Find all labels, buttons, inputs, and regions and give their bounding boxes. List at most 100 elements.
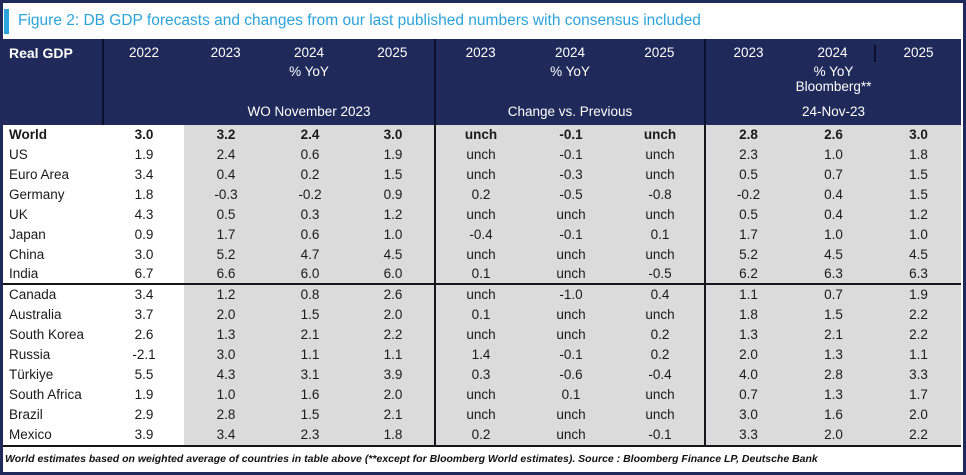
value-cell: 1.9 <box>876 285 961 305</box>
table-body: World 3.0 3.2 2.4 3.0 unch -0.1 unch 2.8 2.6 3.0 US… <box>3 125 961 447</box>
value-cell: unch <box>526 305 616 325</box>
unit-label: % YoY <box>813 64 854 79</box>
value-cell: 3.0 <box>876 125 961 145</box>
table-row: Brazil 2.9 2.8 1.5 2.1 unch unch unch 3.0 1.6 2.0 <box>3 405 961 425</box>
value-cell: unch <box>436 285 526 305</box>
value-cell: 3.3 <box>876 365 961 385</box>
value-cell: 1.1 <box>352 345 436 365</box>
value-cell: 6.2 <box>706 265 791 283</box>
year-header: 2023 <box>733 45 764 60</box>
value-cell: 3.2 <box>184 125 268 145</box>
value-cell: 3.9 <box>352 365 436 385</box>
value-cell: 5.2 <box>706 245 791 265</box>
header-group-wo: 2023 2024 2025 % YoY WO November 2023 <box>184 39 436 125</box>
value-cell: -0.5 <box>526 185 616 205</box>
value-cell: 1.7 <box>184 225 268 245</box>
value-cell: -0.1 <box>526 225 616 245</box>
value-cell: -0.8 <box>616 185 706 205</box>
country-cell: Türkiye <box>9 367 54 382</box>
table-row: US 1.9 2.4 0.6 1.9 unch -0.1 unch 2.3 1.0 1.8 <box>3 145 961 165</box>
value-cell: 0.6 <box>268 225 352 245</box>
value-cell: -0.3 <box>526 165 616 185</box>
table-header: Real GDP 2022 2023 2024 2025 % YoY WO No… <box>3 39 961 125</box>
table-row: Canada 3.4 1.2 0.8 2.6 unch -1.0 0.4 1.1 0.7 1.9 <box>3 285 961 305</box>
value-cell: 1.5 <box>352 165 436 185</box>
value-cell: 1.5 <box>876 165 961 185</box>
value-cell: 4.5 <box>876 245 961 265</box>
value-cell: 1.1 <box>706 285 791 305</box>
value-cell: 0.1 <box>436 265 526 283</box>
value-cell: 2.4 <box>268 125 352 145</box>
country-cell: Germany <box>9 187 65 202</box>
value-cell: 0.1 <box>526 385 616 405</box>
title-accent-bar <box>4 8 9 34</box>
table-row: Japan 0.9 1.7 0.6 1.0 -0.4 -0.1 0.1 1.7 1.0 1.0 <box>3 225 961 245</box>
table-row: India 6.7 6.6 6.0 6.0 0.1 unch -0.5 6.2 6.3 6.3 <box>3 265 961 285</box>
value-cell: unch <box>436 405 526 425</box>
value-cell: 1.9 <box>134 147 154 162</box>
value-cell: unch <box>436 325 526 345</box>
table-row: UK 4.3 0.5 0.3 1.2 unch unch unch 0.5 0.4 1.2 <box>3 205 961 225</box>
value-cell: 1.2 <box>352 205 436 225</box>
year-headers: 2023 2024 2025 <box>436 39 704 62</box>
value-cell: 1.0 <box>791 145 876 165</box>
year-header: 2024 <box>554 45 586 60</box>
value-cell: 3.4 <box>184 425 268 445</box>
group-label: Change vs. Previous <box>507 104 633 119</box>
value-cell: unch <box>526 425 616 445</box>
country-cell: Australia <box>9 307 62 322</box>
value-cell: -0.1 <box>526 145 616 165</box>
value-cell: unch <box>436 145 526 165</box>
value-cell: 3.0 <box>184 345 268 365</box>
value-cell: unch <box>616 385 706 405</box>
value-cell: 1.6 <box>791 405 876 425</box>
value-cell: 2.1 <box>268 325 352 345</box>
value-cell: 1.0 <box>352 225 436 245</box>
value-cell: 0.9 <box>352 185 436 205</box>
value-cell: 1.3 <box>184 325 268 345</box>
value-cell: 5.5 <box>134 367 154 382</box>
table-row: Mexico 3.9 3.4 2.3 1.8 0.2 unch -0.1 3.3 2.0 2.2 <box>3 425 961 445</box>
table-row: China 3.0 5.2 4.7 4.5 unch unch unch 5.2 4.5 4.5 <box>3 245 961 265</box>
value-cell: 3.4 <box>134 167 154 182</box>
value-cell: 1.5 <box>268 405 352 425</box>
value-cell: 0.5 <box>706 205 791 225</box>
value-cell: 1.2 <box>876 205 961 225</box>
year-header: 2025 <box>903 45 934 60</box>
value-cell: 6.6 <box>184 265 268 283</box>
header-group-change: 2023 2024 2025 % YoY Change vs. Previous <box>436 39 706 125</box>
value-cell: 2.8 <box>706 125 791 145</box>
value-cell: 0.3 <box>436 365 526 385</box>
table-row: Türkiye 5.5 4.3 3.1 3.9 0.3 -0.6 -0.4 4.0 2.8 3.3 <box>3 365 961 385</box>
value-cell: 1.9 <box>352 145 436 165</box>
sub-label: Bloomberg** <box>795 79 872 94</box>
country-cell: Japan <box>9 227 46 242</box>
country-cell: Mexico <box>9 427 52 442</box>
value-cell: 1.2 <box>184 285 268 305</box>
value-cell: 1.5 <box>268 305 352 325</box>
value-cell: 0.1 <box>616 225 706 245</box>
unit-label: % YoY <box>550 64 590 79</box>
value-cell: 1.3 <box>791 345 876 365</box>
value-cell: 3.0 <box>134 247 154 262</box>
value-cell: unch <box>436 205 526 225</box>
value-cell: 0.1 <box>436 305 526 325</box>
value-cell: 2.0 <box>706 345 791 365</box>
value-cell: 1.0 <box>876 225 961 245</box>
value-cell: 3.7 <box>134 307 154 322</box>
value-cell: 6.0 <box>268 265 352 283</box>
value-cell: unch <box>616 405 706 425</box>
value-cell: 6.3 <box>876 265 961 283</box>
year-header: 2025 <box>377 45 408 60</box>
year-header: 2025 <box>644 45 675 60</box>
value-cell: 2.2 <box>876 425 961 445</box>
value-cell: 3.4 <box>134 287 154 302</box>
value-cell: 0.5 <box>706 165 791 185</box>
value-cell: 6.7 <box>134 266 154 281</box>
value-cell: unch <box>616 165 706 185</box>
value-cell: 1.7 <box>706 225 791 245</box>
value-cell: 2.0 <box>352 385 436 405</box>
year-headers: 2023 2024 2025 <box>706 39 961 62</box>
value-cell: 2.0 <box>184 305 268 325</box>
value-cell: unch <box>436 385 526 405</box>
